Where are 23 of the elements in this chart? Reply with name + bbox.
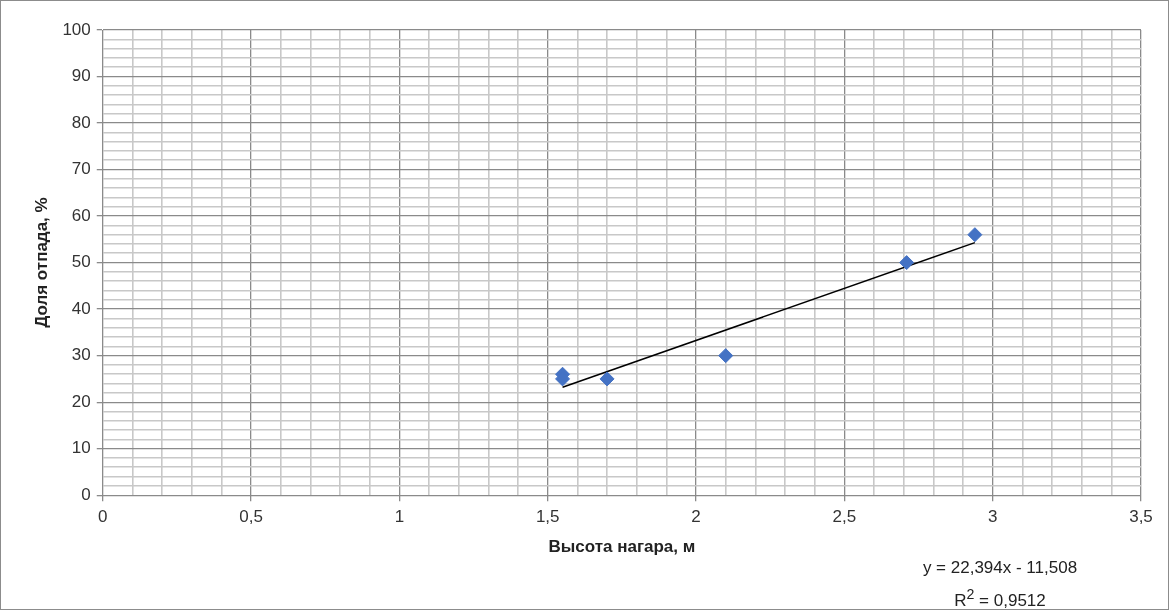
y-tick-label: 60: [71, 205, 91, 225]
y-tick-label: 0: [81, 484, 91, 504]
x-tick-label: 1: [394, 507, 405, 527]
x-tick-label: 2,5: [832, 507, 857, 527]
y-tick-label: 100: [62, 19, 91, 39]
x-tick-label: 2: [691, 507, 701, 527]
y-tick-label: 80: [71, 112, 91, 132]
y-tick-label: 90: [71, 66, 91, 86]
y-tick-label: 40: [71, 298, 91, 318]
x-tick-label: 1,5: [535, 507, 560, 527]
text: R$^{2}$ = 0,9512: [953, 585, 1047, 610]
y-tick-label: 70: [71, 159, 91, 179]
y-tick-label: 50: [71, 252, 91, 272]
x-axis-title: Высота нагара, м: [548, 537, 696, 557]
y-tick-label: 10: [71, 438, 91, 458]
y-axis-title: Доля отпада, %: [31, 197, 51, 328]
x-tick-label: 0,5: [239, 507, 263, 527]
x-tick-label: 3: [987, 507, 998, 527]
text: y = 22,394x - 11,508: [921, 557, 1079, 579]
x-tick-label: 3,5: [1129, 507, 1153, 527]
x-tick-label: 0: [98, 507, 108, 527]
y-tick-label: 30: [71, 345, 91, 365]
y-tick-label: 20: [71, 391, 91, 411]
